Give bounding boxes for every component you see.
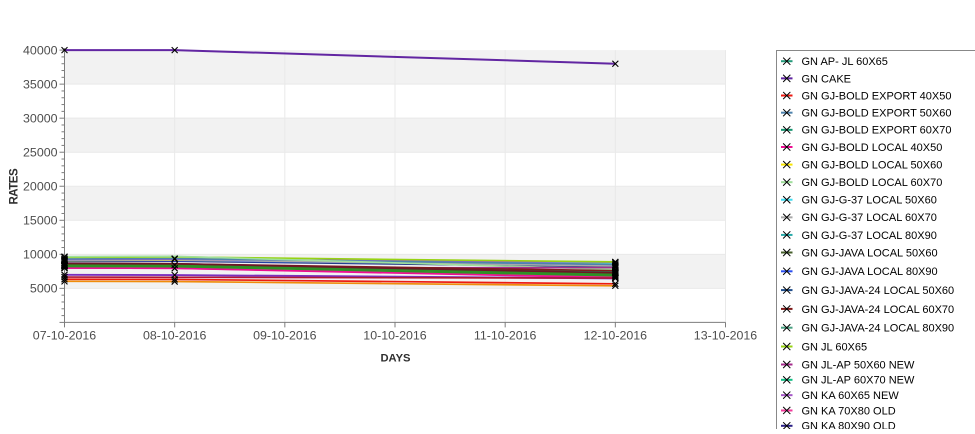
svg-text:GN GJ-JAVA LOCAL 50X60: GN GJ-JAVA LOCAL 50X60	[802, 247, 938, 259]
svg-text:GN JL-AP 50X60 NEW: GN JL-AP 50X60 NEW	[802, 359, 916, 371]
svg-text:GN GJ-BOLD EXPORT 50X60: GN GJ-BOLD EXPORT 50X60	[802, 108, 952, 120]
svg-text:10-10-2016: 10-10-2016	[363, 329, 426, 343]
svg-text:07-10-2016: 07-10-2016	[33, 329, 96, 343]
svg-text:GN KA 70X80 OLD: GN KA 70X80 OLD	[802, 405, 896, 417]
svg-text:GN GJ-G-37 LOCAL 60X70: GN GJ-G-37 LOCAL 60X70	[802, 212, 937, 224]
svg-text:13-10-2016: 13-10-2016	[694, 329, 757, 343]
svg-text:12-10-2016: 12-10-2016	[584, 329, 647, 343]
svg-text:GN JL 60X65: GN JL 60X65	[802, 341, 868, 353]
svg-text:5000: 5000	[30, 282, 58, 296]
svg-text:GN KA 60X65 NEW: GN KA 60X65 NEW	[802, 390, 900, 402]
svg-text:GN KA 80X90 OLD: GN KA 80X90 OLD	[802, 421, 896, 429]
svg-text:GN GJ-JAVA LOCAL 80X90: GN GJ-JAVA LOCAL 80X90	[802, 266, 938, 278]
svg-text:30000: 30000	[23, 111, 58, 125]
svg-text:GN GJ-G-37 LOCAL 80X90: GN GJ-G-37 LOCAL 80X90	[802, 230, 937, 242]
svg-text:DAYS: DAYS	[380, 353, 411, 365]
svg-text:GN JL-AP 60X70 NEW: GN JL-AP 60X70 NEW	[802, 375, 916, 387]
svg-text:11-10-2016: 11-10-2016	[474, 329, 537, 343]
svg-text:20000: 20000	[23, 180, 58, 194]
svg-text:GN GJ-JAVA-24 LOCAL 80X90: GN GJ-JAVA-24 LOCAL 80X90	[802, 323, 955, 335]
svg-text:GN CAKE: GN CAKE	[802, 73, 852, 85]
svg-text:08-10-2016: 08-10-2016	[143, 329, 206, 343]
svg-text:15000: 15000	[23, 214, 58, 228]
svg-text:GN GJ-BOLD LOCAL 60X70: GN GJ-BOLD LOCAL 60X70	[802, 177, 943, 189]
svg-text:GN GJ-BOLD LOCAL 50X60: GN GJ-BOLD LOCAL 50X60	[802, 159, 943, 171]
svg-text:GN GJ-BOLD EXPORT 60X70: GN GJ-BOLD EXPORT 60X70	[802, 125, 952, 137]
svg-text:GN GJ-BOLD LOCAL 40X50: GN GJ-BOLD LOCAL 40X50	[802, 142, 943, 154]
svg-text:RATES: RATES	[9, 168, 21, 204]
svg-text:GN GJ-G-37 LOCAL 50X60: GN GJ-G-37 LOCAL 50X60	[802, 195, 937, 207]
svg-text:GN GJ-JAVA-24 LOCAL 60X70: GN GJ-JAVA-24 LOCAL 60X70	[802, 304, 955, 316]
svg-text:40000: 40000	[23, 43, 58, 57]
svg-text:25000: 25000	[23, 146, 58, 160]
svg-text:35000: 35000	[23, 77, 58, 91]
svg-text:GN GJ-JAVA-24 LOCAL 50X60: GN GJ-JAVA-24 LOCAL 50X60	[802, 285, 955, 297]
svg-text:10000: 10000	[23, 248, 58, 262]
svg-text:GN GJ-BOLD EXPORT 40X50: GN GJ-BOLD EXPORT 40X50	[802, 90, 952, 102]
svg-text:GN AP- JL 60X65: GN AP- JL 60X65	[802, 56, 888, 68]
svg-text:09-10-2016: 09-10-2016	[253, 329, 316, 343]
